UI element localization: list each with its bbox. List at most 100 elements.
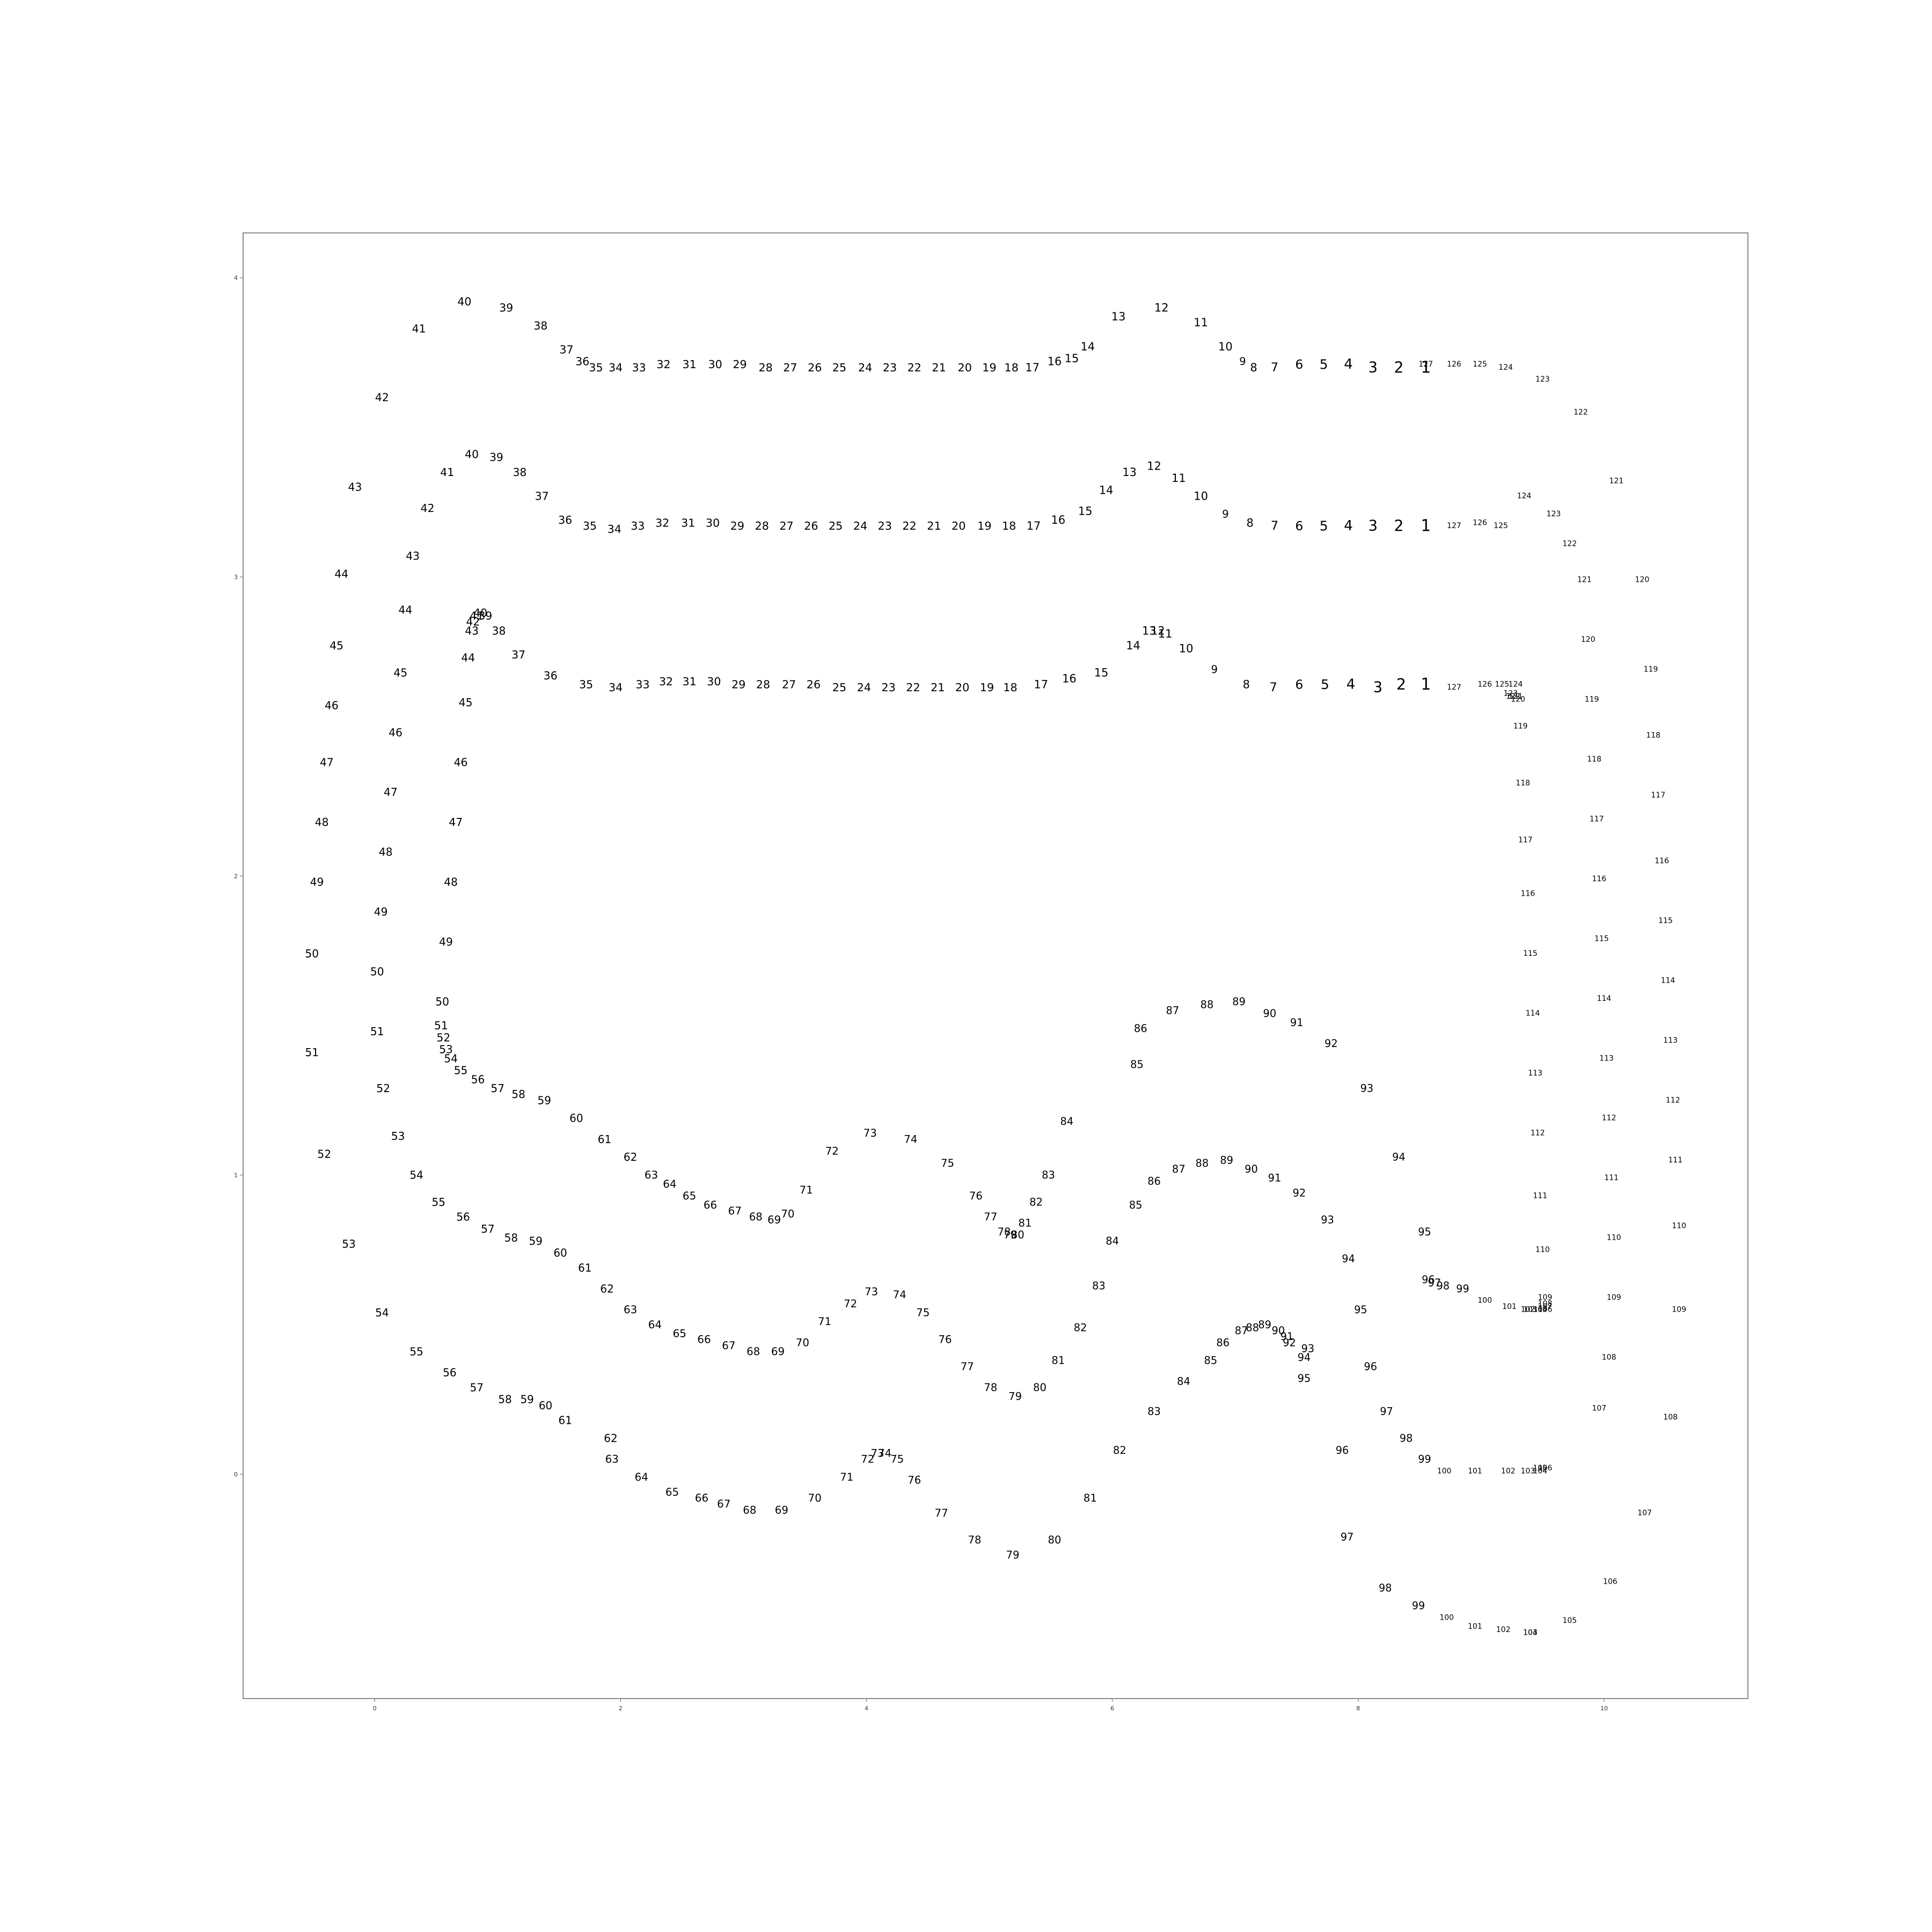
point-label: 4	[1344, 356, 1353, 372]
x-tick-label: 2	[619, 1705, 623, 1712]
point-label: 57	[491, 1082, 504, 1095]
point-label: 47	[320, 756, 334, 769]
point-label: 64	[648, 1319, 662, 1331]
point-label: 23	[882, 681, 896, 694]
point-label: 84	[1106, 1235, 1119, 1247]
point-label: 61	[558, 1414, 572, 1427]
point-label: 64	[635, 1471, 648, 1483]
point-label: 78	[998, 1226, 1011, 1238]
point-label: 12	[1154, 301, 1169, 314]
point-label: 19	[977, 519, 991, 532]
point-label: 7	[1271, 361, 1278, 375]
point-label: 33	[631, 519, 645, 532]
point-label: 44	[461, 651, 475, 664]
point-label: 87	[1235, 1324, 1248, 1337]
point-label: 37	[559, 343, 573, 356]
point-label: 15	[1094, 666, 1109, 679]
point-label: 87	[1172, 1163, 1185, 1175]
point-label: 14	[1126, 639, 1140, 652]
point-label: 28	[759, 361, 773, 374]
point-label: 34	[608, 523, 621, 536]
point-label: 84	[1177, 1375, 1190, 1388]
point-label: 106	[1603, 1578, 1618, 1586]
point-label: 113	[1663, 1036, 1678, 1045]
point-label: 108	[1538, 1299, 1553, 1308]
point-label: 6	[1295, 677, 1303, 692]
x-tick-label: 10	[1600, 1705, 1608, 1712]
point-label: 17	[1034, 678, 1048, 691]
point-label: 73	[871, 1447, 884, 1459]
point-label: 85	[1130, 1058, 1144, 1071]
point-label: 68	[749, 1211, 763, 1223]
point-label: 42	[421, 502, 435, 515]
point-label: 115	[1523, 949, 1538, 958]
point-label: 86	[1134, 1022, 1147, 1035]
point-label: 26	[808, 361, 822, 374]
point-label: 55	[409, 1345, 423, 1358]
point-label: 40	[465, 448, 479, 460]
point-label: 74	[904, 1133, 917, 1145]
point-label: 23	[878, 519, 892, 532]
point-label: 10	[1179, 642, 1194, 655]
point-label: 24	[857, 681, 871, 694]
point-label: 56	[456, 1211, 470, 1224]
point-label: 108	[1663, 1413, 1678, 1422]
y-tick-label: 1	[234, 1172, 238, 1179]
point-label: 31	[682, 358, 696, 371]
point-label: 118	[1646, 731, 1660, 740]
point-label: 59	[538, 1094, 551, 1107]
point-label: 8	[1247, 517, 1254, 530]
point-label: 77	[961, 1360, 974, 1373]
point-label: 107	[1592, 1404, 1606, 1413]
point-label: 68	[747, 1345, 760, 1358]
point-label: 48	[379, 846, 393, 859]
point-label: 114	[1526, 1009, 1540, 1018]
point-label: 36	[558, 514, 572, 526]
point-label: 21	[932, 361, 946, 374]
point-label: 30	[706, 517, 720, 530]
point-label: 96	[1364, 1360, 1377, 1373]
point-label: 3	[1368, 359, 1378, 376]
point-label: 29	[731, 678, 745, 691]
point-label: 94	[1392, 1151, 1406, 1163]
point-label: 6	[1295, 357, 1303, 372]
point-label: 112	[1602, 1114, 1616, 1123]
point-label: 20	[957, 361, 971, 374]
point-label: 63	[645, 1169, 658, 1181]
point-label: 98	[1400, 1432, 1413, 1445]
point-label: 127	[1447, 683, 1461, 692]
point-label: 54	[375, 1306, 389, 1319]
point-label: 27	[779, 519, 793, 532]
point-label: 38	[513, 466, 526, 479]
point-label: 79	[1006, 1549, 1020, 1561]
point-label: 10	[1194, 489, 1208, 502]
point-label: 70	[796, 1336, 809, 1349]
point-label: 127	[1418, 360, 1433, 369]
point-label: 101	[1468, 1622, 1482, 1631]
x-tick-label: 0	[373, 1705, 377, 1712]
point-label: 4	[1346, 677, 1356, 693]
point-label: 117	[1651, 791, 1665, 800]
point-label: 69	[767, 1214, 781, 1226]
point-label: 59	[520, 1393, 533, 1406]
point-label: 73	[865, 1286, 878, 1298]
point-label: 11	[1194, 316, 1208, 329]
point-label: 49	[439, 935, 453, 948]
point-label: 80	[1011, 1229, 1024, 1241]
point-label: 65	[673, 1328, 686, 1340]
point-label: 22	[906, 681, 920, 694]
point-label: 124	[1517, 492, 1532, 500]
point-label: 30	[707, 675, 721, 688]
point-label: 52	[376, 1082, 390, 1095]
point-label: 75	[890, 1453, 904, 1466]
point-label: 5	[1320, 518, 1328, 534]
point-label: 49	[310, 875, 324, 888]
point-label: 46	[454, 756, 468, 769]
point-label: 100	[1477, 1297, 1492, 1305]
point-label: 20	[955, 681, 969, 694]
plot-frame	[243, 232, 1748, 1699]
point-label: 88	[1246, 1321, 1259, 1334]
point-label: 105	[1533, 1305, 1547, 1314]
point-labels: 1234567891011121314151617181920212223242…	[305, 295, 1686, 1637]
point-label: 74	[878, 1447, 891, 1459]
